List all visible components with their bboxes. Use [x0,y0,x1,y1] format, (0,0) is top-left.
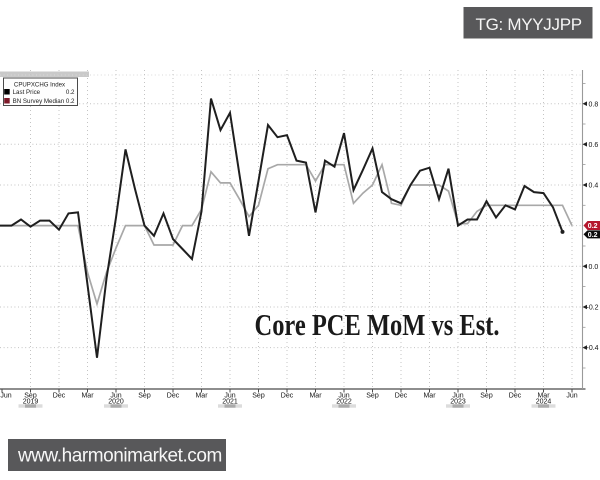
svg-text:Jun: Jun [452,392,463,399]
svg-text:2020: 2020 [108,399,124,406]
svg-text:2019: 2019 [23,399,39,406]
svg-text:Sep: Sep [138,392,151,399]
svg-text:Dec: Dec [395,392,408,399]
svg-text:Core PCE MoM vs Est.: Core PCE MoM vs Est. [255,308,500,342]
svg-text:Dec: Dec [281,392,294,399]
svg-text:Dec: Dec [167,392,180,399]
svg-text:2024: 2024 [536,399,552,406]
svg-text:Jun: Jun [338,392,349,399]
svg-text:Jun: Jun [566,392,577,399]
svg-text:2022: 2022 [336,399,352,406]
svg-text:Mar: Mar [309,392,322,399]
svg-text:Mar: Mar [423,392,436,399]
svg-text:Dec: Dec [53,392,66,399]
svg-text:Sep: Sep [24,392,37,399]
svg-text:BN Survey Median: BN Survey Median [13,98,65,105]
svg-text:Jun: Jun [0,392,11,399]
svg-text:Mar: Mar [195,392,208,399]
svg-text:0.8: 0.8 [589,101,599,108]
svg-text:Sep: Sep [480,392,493,399]
svg-text:0.2: 0.2 [66,89,75,96]
svg-text:0.2: 0.2 [588,223,598,230]
svg-text:Dec: Dec [509,392,522,399]
svg-text:TG: MYYJJPP: TG: MYYJJPP [476,15,582,34]
svg-text:Jun: Jun [110,392,121,399]
svg-text:Jun: Jun [224,392,235,399]
svg-text:2023: 2023 [450,399,466,406]
svg-text:0.4: 0.4 [589,183,599,190]
svg-text:www.harmonimarket.com: www.harmonimarket.com [17,446,222,467]
svg-text:-0.2: -0.2 [587,305,599,312]
svg-text:Sep: Sep [252,392,265,399]
svg-text:Mar: Mar [81,392,94,399]
svg-text:CPUPXCHG Index: CPUPXCHG Index [14,81,65,88]
svg-text:2021: 2021 [222,399,238,406]
svg-text:Last Price: Last Price [13,89,41,96]
svg-text:Mar: Mar [537,392,550,399]
svg-text:-0.4: -0.4 [587,345,599,352]
svg-text:Sep: Sep [366,392,379,399]
svg-text:0.0: 0.0 [589,264,599,271]
svg-text:0.2: 0.2 [66,98,75,105]
svg-text:0.6: 0.6 [589,142,599,149]
svg-text:0.2: 0.2 [588,232,598,239]
